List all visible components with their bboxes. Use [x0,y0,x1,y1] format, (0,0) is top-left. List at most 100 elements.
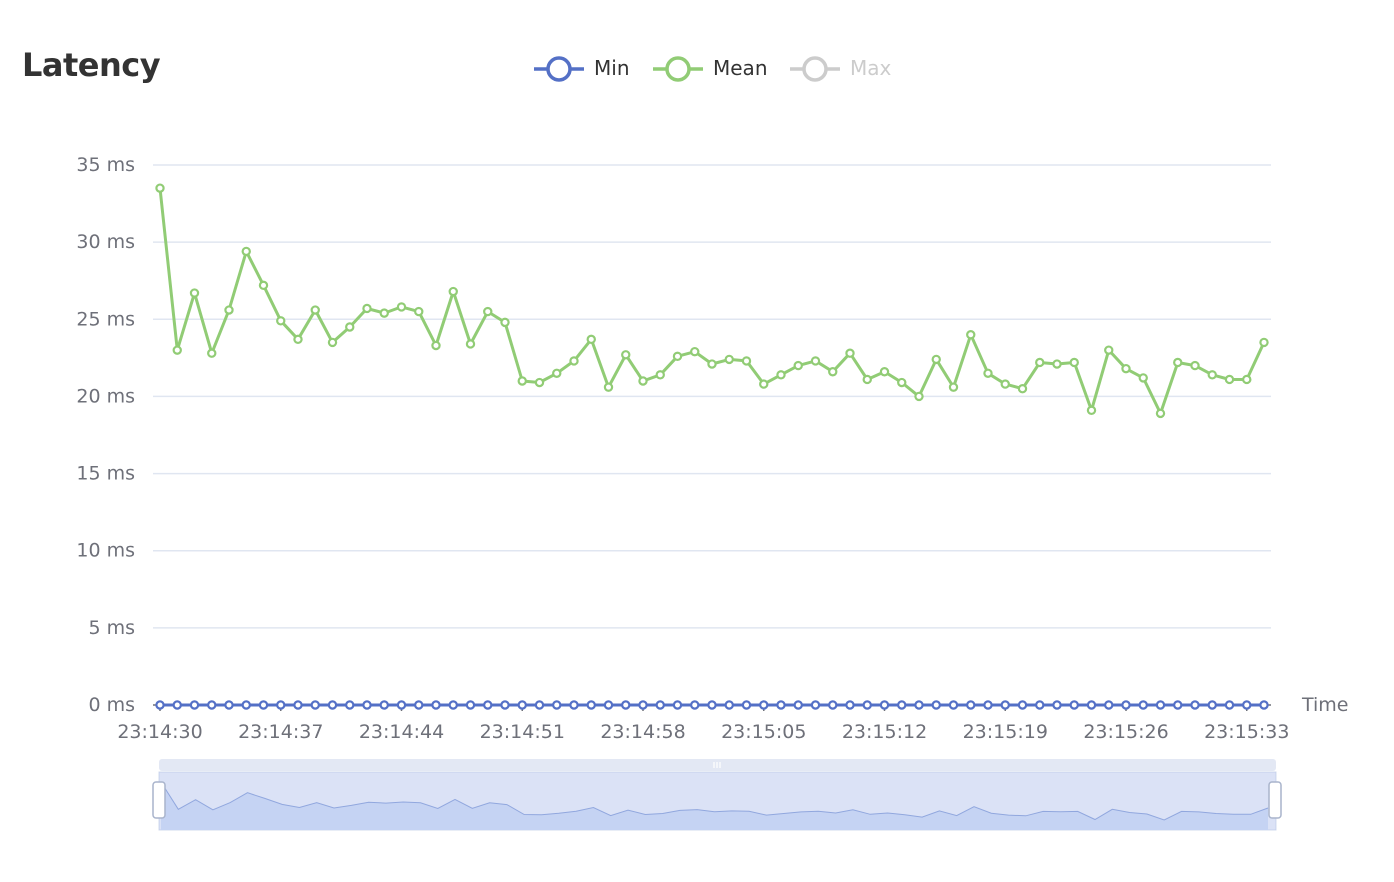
data-point-min[interactable] [552,700,562,710]
data-point-min[interactable] [189,700,200,710]
data-point-min[interactable] [379,700,389,710]
data-point-min[interactable] [1259,700,1269,710]
data-point-mean[interactable] [258,280,269,291]
data-point-min[interactable] [897,700,907,710]
data-point-min[interactable] [638,700,648,710]
data-point-mean[interactable] [1052,359,1062,369]
data-point-mean[interactable] [1259,337,1269,348]
zoom-handle-left[interactable] [152,781,166,819]
data-point-min[interactable] [396,700,407,710]
data-point-min[interactable] [293,700,303,710]
data-point-mean[interactable] [793,360,803,371]
data-point-mean[interactable] [1035,357,1045,368]
data-point-min[interactable] [862,700,872,710]
data-point-mean[interactable] [379,308,389,318]
data-point-mean[interactable] [810,356,821,366]
data-point-mean[interactable] [776,370,786,380]
data-point-min[interactable] [448,700,458,710]
data-point-mean[interactable] [1017,384,1028,394]
data-point-mean[interactable] [1138,373,1148,383]
data-point-min[interactable] [465,700,476,710]
data-point-min[interactable] [431,700,441,710]
data-point-mean[interactable] [327,337,338,348]
data-point-mean[interactable] [362,303,372,314]
data-point-min[interactable] [534,700,545,710]
legend[interactable]: Min Mean Max [534,56,892,82]
data-point-min[interactable] [224,700,234,710]
data-point-min[interactable] [241,700,251,710]
data-point-min[interactable] [672,700,683,710]
data-point-mean[interactable] [172,345,182,355]
data-point-mean[interactable] [879,367,890,377]
data-point-min[interactable] [155,700,165,710]
data-point-min[interactable] [1017,700,1028,710]
data-point-mean[interactable] [914,391,924,402]
data-point-min[interactable] [1069,700,1079,710]
legend-item-min[interactable]: Min [534,56,630,82]
data-point-min[interactable] [414,700,424,710]
data-point-min[interactable] [845,700,855,710]
data-point-min[interactable] [707,700,717,710]
data-point-mean[interactable] [672,351,683,362]
zoom-handle-right[interactable] [1268,781,1282,819]
data-point-min[interactable] [362,700,372,710]
data-point-min[interactable] [1207,700,1217,710]
data-point-min[interactable] [1104,700,1114,710]
data-point-mean[interactable] [586,334,596,345]
data-point-min[interactable] [793,700,803,710]
data-point-mean[interactable] [759,379,769,389]
data-point-mean[interactable] [310,305,320,315]
data-point-min[interactable] [776,700,786,710]
data-point-min[interactable] [931,700,941,710]
data-point-mean[interactable] [241,246,251,257]
data-point-mean[interactable] [414,306,424,317]
data-point-mean[interactable] [1121,363,1131,374]
data-point-mean[interactable] [638,376,648,386]
data-point-min[interactable] [914,700,924,710]
data-point-min[interactable] [741,700,752,710]
data-point-mean[interactable] [1086,405,1097,416]
data-point-min[interactable] [948,700,959,710]
data-point-min[interactable] [1224,700,1235,710]
data-point-mean[interactable] [1155,408,1166,419]
data-point-mean[interactable] [741,356,752,366]
data-point-mean[interactable] [431,340,441,351]
data-point-mean[interactable] [707,359,717,369]
data-point-min[interactable] [983,700,993,710]
data-point-min[interactable] [690,700,700,710]
data-point-min[interactable] [1155,700,1166,710]
data-point-mean[interactable] [983,368,993,378]
data-point-min[interactable] [310,700,320,710]
data-point-mean[interactable] [552,368,562,378]
data-point-min[interactable] [258,700,269,710]
data-point-mean[interactable] [1104,345,1114,355]
data-point-min[interactable] [1242,700,1252,710]
data-point-min[interactable] [207,700,217,710]
data-point-mean[interactable] [534,377,545,388]
data-point-mean[interactable] [931,354,941,365]
data-point-mean[interactable] [948,382,959,392]
data-point-mean[interactable] [569,356,579,366]
data-point-mean[interactable] [724,354,734,365]
data-point-mean[interactable] [1207,370,1217,380]
data-point-min[interactable] [603,700,614,710]
data-point-min[interactable] [1190,700,1200,710]
data-point-mean[interactable] [603,382,614,392]
data-point-mean[interactable] [1173,357,1183,368]
data-point-min[interactable] [621,700,631,710]
data-point-min[interactable] [966,700,976,710]
data-point-min[interactable] [500,700,510,710]
data-point-mean[interactable] [1242,374,1252,385]
data-point-mean[interactable] [396,302,407,312]
data-point-mean[interactable] [845,348,855,358]
data-point-mean[interactable] [1069,357,1079,368]
data-point-min[interactable] [655,700,665,710]
data-point-mean[interactable] [897,377,907,388]
data-point-mean[interactable] [966,330,976,340]
data-point-mean[interactable] [1000,379,1010,389]
data-point-mean[interactable] [1190,360,1200,371]
data-point-mean[interactable] [224,305,234,315]
data-point-mean[interactable] [621,350,631,360]
data-point-min[interactable] [1035,700,1045,710]
data-point-min[interactable] [1121,700,1131,710]
